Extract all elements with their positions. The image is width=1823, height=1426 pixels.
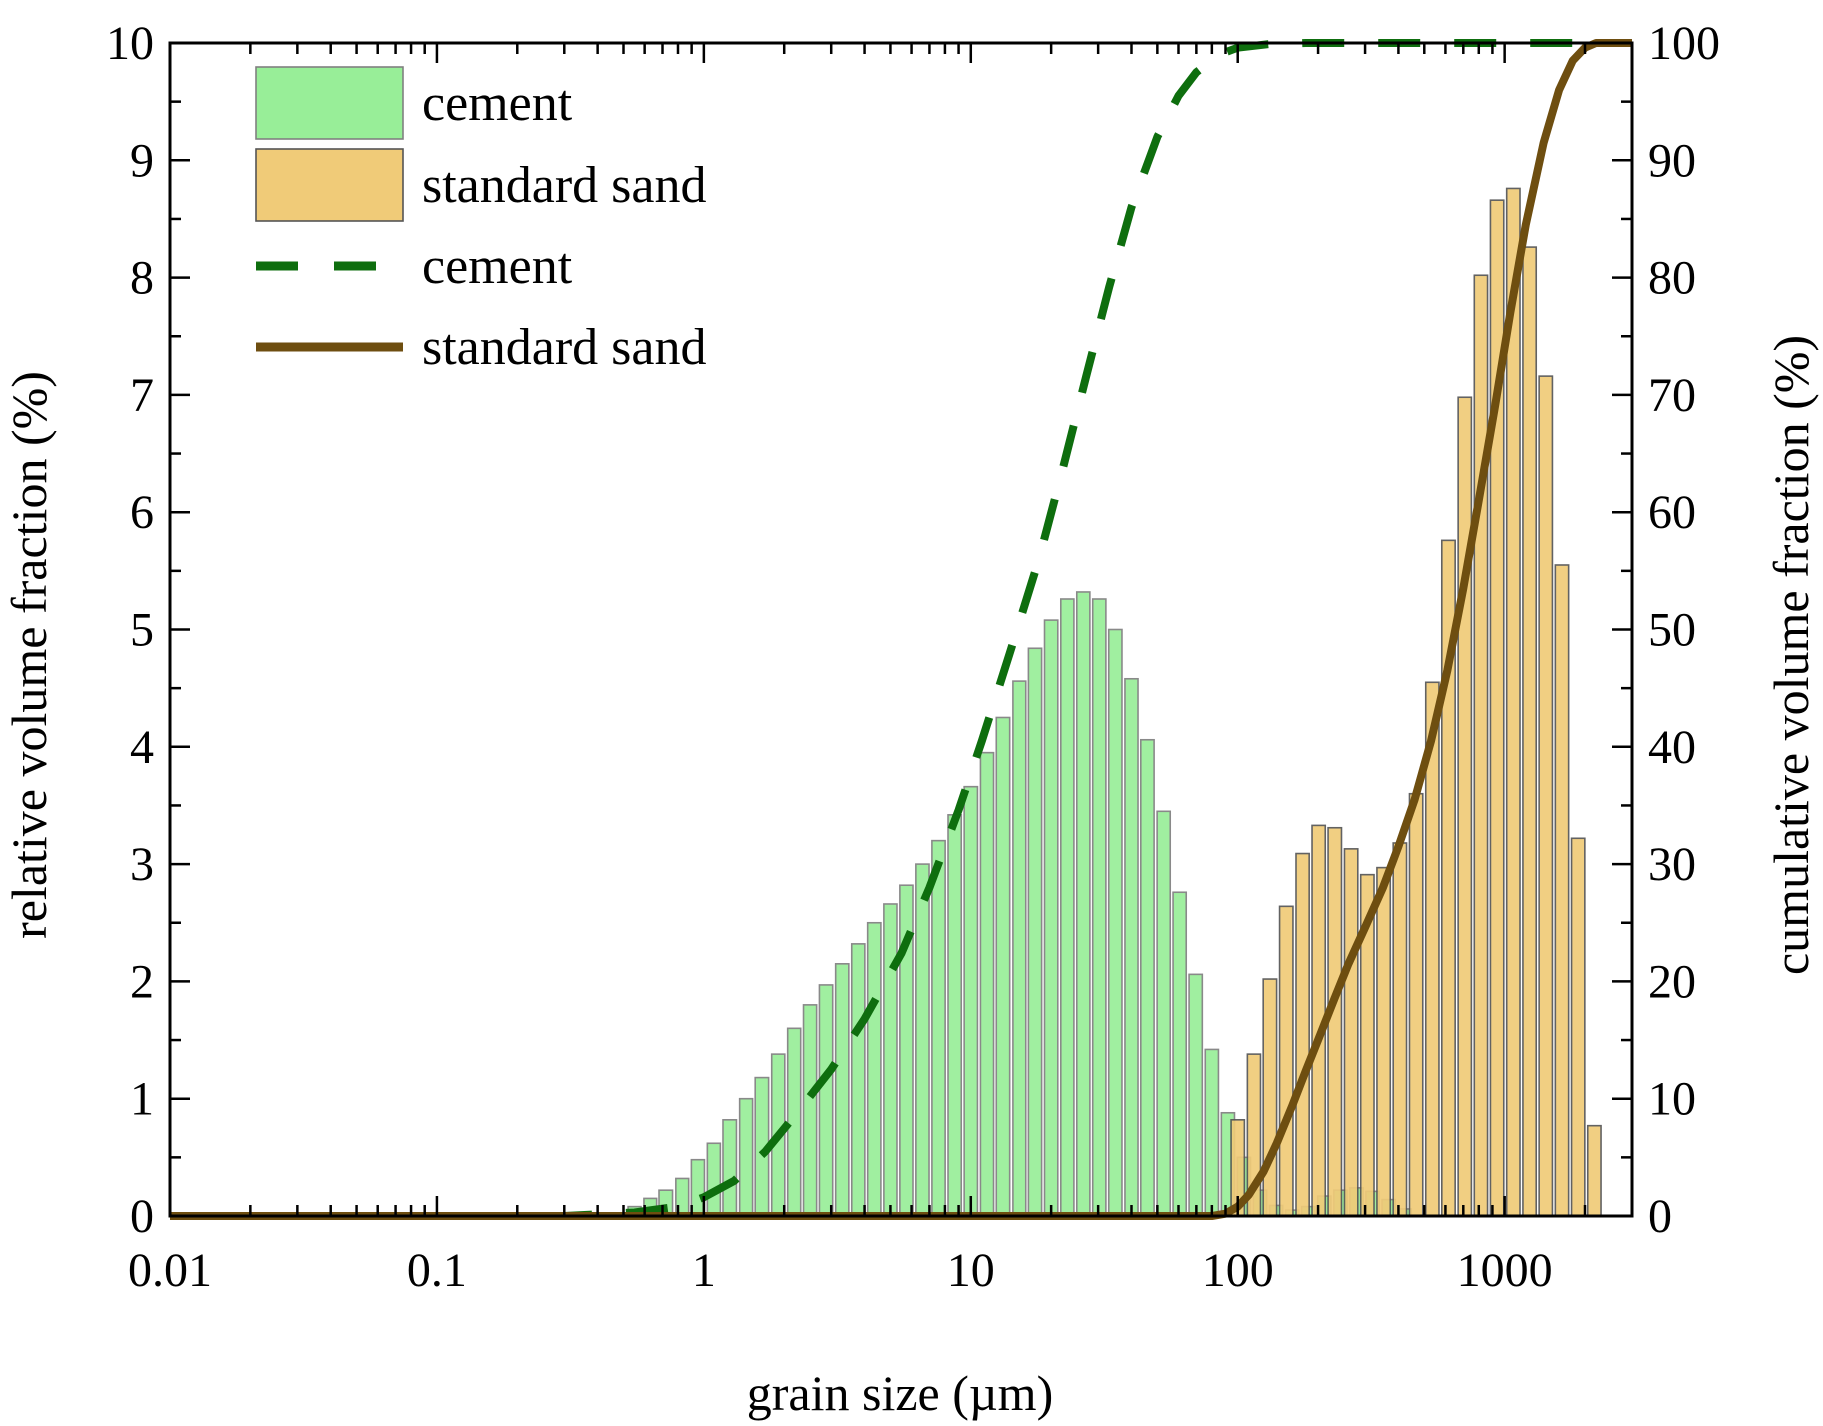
bar-cement	[850, 943, 866, 1217]
y-tick-label: 9	[130, 134, 154, 187]
plot-area	[170, 39, 1632, 1220]
bar-cement	[1172, 891, 1188, 1217]
bar-standard-sand	[1538, 375, 1554, 1217]
bar-standard-sand	[1295, 852, 1310, 1217]
legend-swatch-bar	[255, 66, 404, 140]
bar-cement	[834, 963, 850, 1217]
y2-tick-label: 60	[1648, 486, 1696, 539]
x-tick-label: 10	[947, 1244, 995, 1297]
legend-entry: cement	[255, 66, 573, 140]
bar-cement	[931, 839, 946, 1217]
y-tick-label: 4	[130, 721, 154, 774]
bar-standard-sand	[1586, 1124, 1602, 1217]
bar-standard-sand	[1554, 564, 1570, 1217]
bar-cement	[690, 1158, 706, 1217]
bar-cement	[947, 814, 963, 1217]
cumulative-line-standard-sand	[170, 39, 1632, 1220]
bar-cement	[995, 716, 1011, 1217]
y-tick-label: 8	[130, 252, 154, 305]
bar-cement	[706, 1142, 722, 1217]
x-tick-label: 1	[692, 1244, 716, 1297]
legend-label: cement	[422, 238, 573, 295]
bar-cement	[866, 921, 882, 1217]
bar-cement	[963, 785, 979, 1217]
legend-entry: standard sand	[256, 319, 706, 376]
y2-tick-label: 100	[1648, 17, 1720, 70]
cumulative-line-cement	[170, 39, 1632, 1220]
y2-tick-label: 40	[1648, 721, 1696, 774]
bar-cement	[1204, 1048, 1220, 1217]
x-tick-label: 100	[1202, 1244, 1274, 1297]
y-tick-label: 7	[130, 369, 154, 422]
y-tick-label: 5	[130, 604, 154, 657]
y2-tick-label: 30	[1648, 838, 1696, 891]
y2-tick-label: 70	[1648, 369, 1696, 422]
bar-cement	[915, 863, 930, 1217]
y-tick-label: 10	[106, 17, 154, 70]
bar-standard-sand	[1327, 826, 1343, 1217]
bar-cement	[1075, 591, 1091, 1217]
y2-tick-label: 0	[1648, 1190, 1672, 1243]
bar-cement	[1091, 598, 1107, 1217]
y-tick-label: 1	[130, 1073, 154, 1126]
x-axis-title: grain size (µm)	[747, 1365, 1053, 1421]
bar-cement	[979, 751, 995, 1217]
bar-cement	[802, 1004, 818, 1217]
bar-cement	[1107, 628, 1123, 1217]
legend-label: cement	[422, 75, 573, 132]
bar-cement	[1043, 619, 1059, 1217]
legend-label: standard sand	[422, 319, 706, 376]
y2-tick-label: 10	[1648, 1073, 1696, 1126]
legend-swatch-bar	[255, 148, 404, 222]
x-tick-label: 1000	[1457, 1244, 1553, 1297]
legend-label: standard sand	[422, 157, 706, 214]
bar-standard-sand	[1473, 274, 1489, 1217]
bar-cement	[1124, 677, 1139, 1217]
y-tick-label: 3	[130, 838, 154, 891]
bar-cement	[818, 984, 834, 1217]
y2-tick-label: 90	[1648, 134, 1696, 187]
x-tick-label: 0.01	[128, 1244, 212, 1297]
bar-cement	[786, 1027, 802, 1217]
x-tick-label: 0.1	[407, 1244, 467, 1297]
bar-standard-sand	[1278, 905, 1294, 1217]
bar-standard-sand	[1376, 866, 1392, 1217]
bar-standard-sand	[1343, 848, 1359, 1217]
bar-cement	[1027, 647, 1043, 1217]
bar-standard-sand	[1392, 842, 1408, 1217]
bars-standard-sand	[1230, 187, 1602, 1217]
bar-cement	[1188, 973, 1204, 1217]
y2-tick-label: 20	[1648, 955, 1696, 1008]
bar-cement	[883, 903, 898, 1217]
bar-cement	[1139, 738, 1155, 1217]
bar-standard-sand	[1570, 837, 1586, 1217]
y-axis-title: relative volume fraction (%)	[1, 371, 57, 939]
bar-standard-sand	[1408, 792, 1424, 1217]
bar-cement	[1012, 680, 1027, 1217]
bar-standard-sand	[1457, 396, 1473, 1217]
bar-cement	[738, 1097, 754, 1217]
y-tick-label: 2	[130, 955, 154, 1008]
y-tick-label: 6	[130, 486, 154, 539]
y2-tick-label: 50	[1648, 604, 1696, 657]
y-tick-label: 0	[130, 1190, 154, 1243]
axes: grain size (µm) relative volume fraction…	[1, 17, 1819, 1421]
legend-entry: standard sand	[255, 148, 706, 222]
bar-cement	[722, 1119, 738, 1217]
legend-entry: cement	[256, 238, 573, 295]
legend: cement standard sand cement standard sand	[255, 66, 706, 376]
bar-cement	[1156, 810, 1172, 1217]
y2-tick-label: 80	[1648, 252, 1696, 305]
bar-standard-sand	[1522, 246, 1538, 1217]
bar-standard-sand	[1262, 978, 1278, 1217]
bars-cement	[627, 591, 1413, 1217]
y2-axis-title: cumulative volume fraction (%)	[1763, 335, 1819, 975]
bar-cement	[1059, 598, 1075, 1217]
